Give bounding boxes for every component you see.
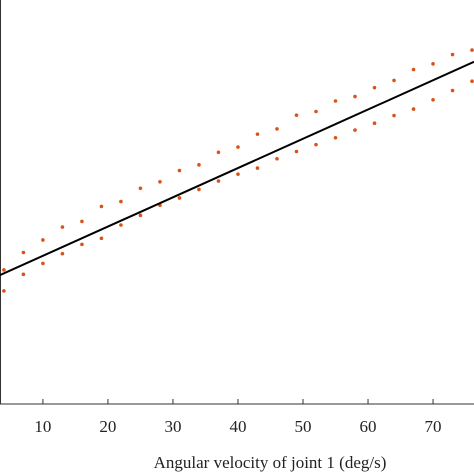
point [353,94,357,99]
plot-area [0,0,474,404]
point [138,213,143,218]
x-tick-label: 20 [99,417,116,436]
point [80,242,84,247]
point [99,236,104,241]
point [2,289,6,293]
point [411,67,416,72]
x-tick-label: 10 [34,417,51,436]
point [392,78,396,83]
point [99,204,104,209]
point [60,225,65,229]
point [255,132,260,136]
point [216,179,221,183]
x-tick-label: 60 [360,417,377,436]
point [236,172,240,176]
point [314,109,318,114]
point [275,156,279,161]
point [236,145,240,149]
point [177,196,182,200]
point [353,128,357,132]
point [294,113,299,117]
point [119,223,123,227]
point [450,52,455,57]
point [333,135,338,140]
point [372,121,377,126]
point [275,127,279,131]
point [119,199,123,204]
point [470,48,474,52]
point [372,85,377,90]
x-tick-label: 70 [425,417,442,436]
point [294,149,299,154]
point [60,251,65,256]
point [216,150,221,155]
point [138,186,143,191]
point [255,166,260,170]
x-tick-label: 50 [294,417,311,436]
point [177,168,182,173]
point [450,88,455,93]
point [197,163,201,167]
point [21,272,26,277]
point [470,79,474,84]
x-axis-label: Angular velocity of joint 1 (deg/s) [154,453,387,472]
x-tick-label: 40 [229,417,246,436]
x-tick-label: 30 [164,417,181,436]
point [2,268,6,272]
point [431,62,435,66]
point [80,219,84,224]
point [392,113,396,118]
point [41,238,45,242]
point [411,107,416,111]
point [41,261,45,266]
point [21,250,26,255]
point [197,187,201,192]
fit-line [0,60,474,277]
point [158,180,162,184]
point [314,142,318,147]
point [333,99,338,103]
point [431,97,435,102]
